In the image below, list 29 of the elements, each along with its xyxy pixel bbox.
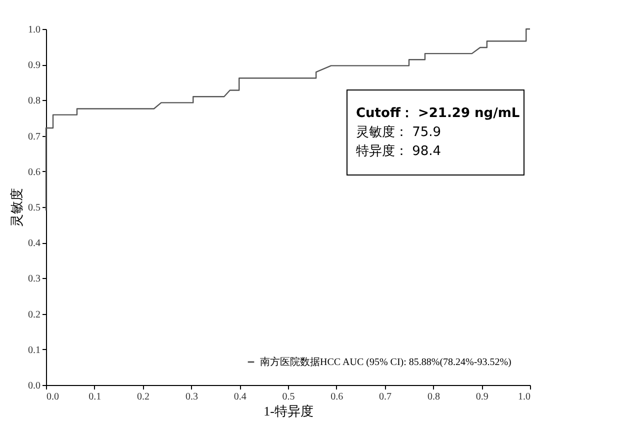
y-tick-label: 0.7 [28, 131, 40, 142]
x-tick-label: 0.6 [330, 392, 344, 402]
x-tick-label: 0.8 [427, 392, 440, 402]
x-axis-title: 1-特异度 [264, 404, 314, 418]
y-tick-label: 0.1 [28, 344, 40, 356]
x-tick-label: 0.3 [185, 392, 198, 402]
x-tick-label: 1.0 [518, 392, 530, 402]
annotation: 灵敏度： 75.9 [356, 124, 442, 140]
annotation: 特异度： 98.4 [356, 143, 442, 159]
x-tick-label: 0.5 [282, 392, 295, 402]
y-axis-title: 灵敏度 [9, 188, 24, 227]
x-tick-label: 0.7 [379, 392, 392, 402]
x-tick-label: 0.4 [234, 392, 246, 402]
x-tick-label: 0.2 [137, 392, 150, 402]
line-series [45, 28, 531, 212]
y-tick-label: 0.3 [28, 274, 40, 285]
y-tick-label: 0.6 [28, 166, 40, 178]
x-tick-label: 0.0 [46, 392, 59, 402]
y-tick-label: 0.8 [28, 96, 40, 107]
annotation: Cutoff： >21.29 ng/mL [356, 106, 520, 121]
x-tick-label: 0.1 [88, 392, 102, 402]
y-tick-label: 0.0 [28, 380, 40, 392]
legend-label: 南方医院数据HCC AUC (95% CI): 85.88%(78.24%-93.52%) [260, 356, 512, 368]
y-tick-label: 0.2 [28, 309, 40, 320]
y-tick-label: 0.9 [28, 60, 40, 72]
y-tick-label: 1.0 [28, 24, 40, 36]
y-tick-label: 0.4 [28, 238, 40, 250]
y-tick-label: 0.5 [28, 202, 40, 214]
x-tick-label: 0.9 [476, 392, 488, 402]
